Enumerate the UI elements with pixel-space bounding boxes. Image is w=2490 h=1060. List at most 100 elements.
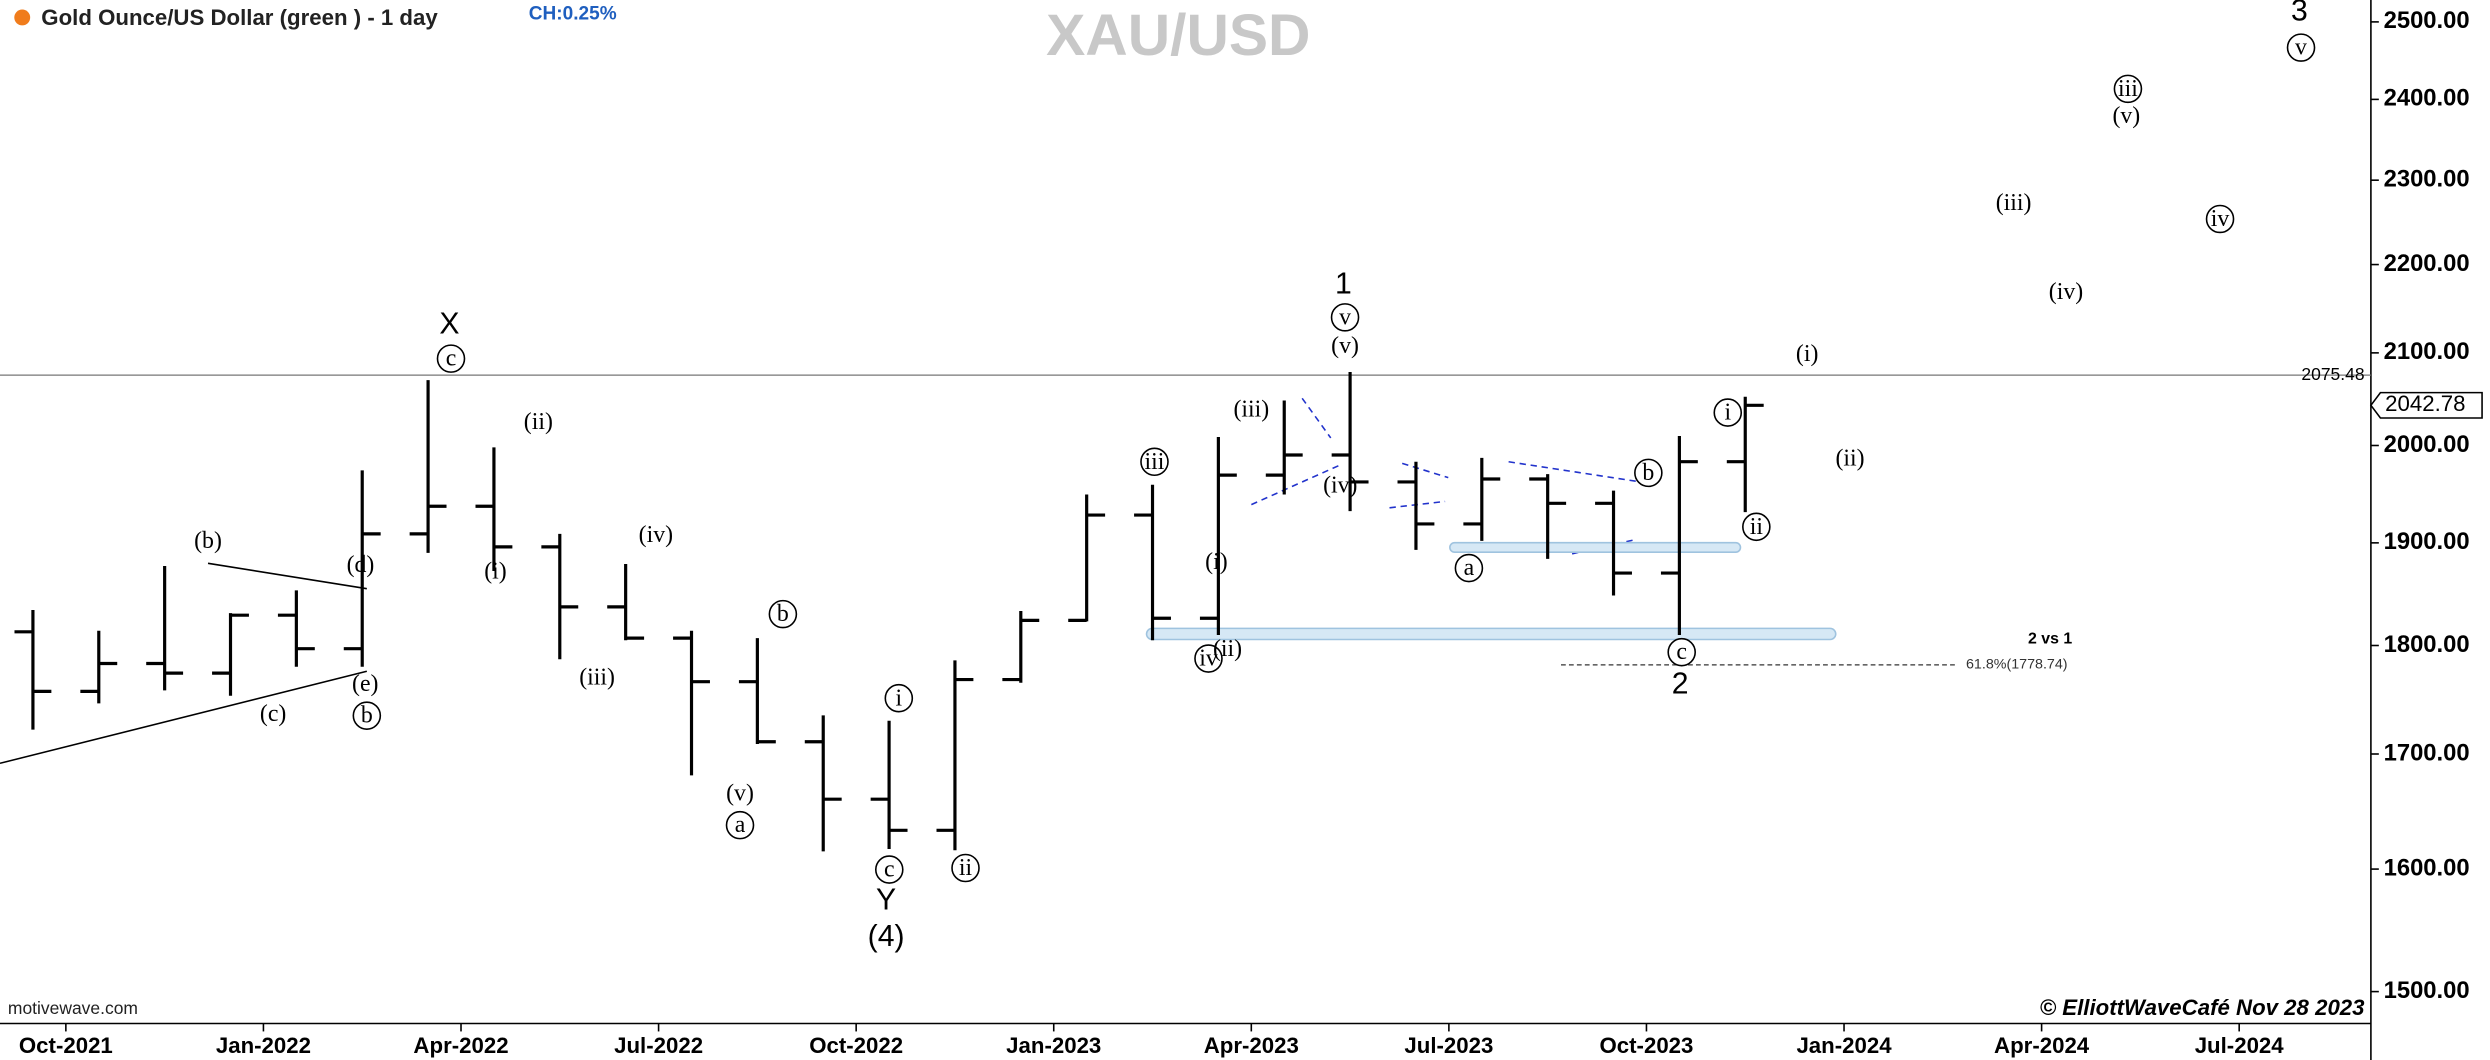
wave-circle <box>884 683 914 713</box>
wave-circle <box>2205 204 2235 234</box>
trend-line <box>1301 397 1332 439</box>
wave-label: a <box>1464 555 1475 581</box>
wave-circle <box>1742 512 1771 542</box>
wave-label: b <box>361 703 373 729</box>
x-tick-label: Apr-2023 <box>1204 1033 1299 1058</box>
wave-label: (iv) <box>2049 279 2083 305</box>
x-tick-label: Apr-2024 <box>1994 1033 2090 1058</box>
wave-label: (iii) <box>1234 396 1270 422</box>
wave-label: (iii) <box>1996 190 2032 216</box>
wave-label: iv <box>2211 206 2230 232</box>
wave-circle <box>436 344 466 373</box>
x-tick-label: Jan-2023 <box>1006 1033 1101 1058</box>
wave-label: b <box>1642 460 1654 486</box>
wave-label: iii <box>2118 76 2138 102</box>
last-price-label: 2042.78 <box>2385 391 2465 416</box>
wave-label: v <box>1339 304 1351 330</box>
wave-label: i <box>1724 400 1731 426</box>
last-price-box <box>2369 391 2483 419</box>
x-tick-label: Oct-2023 <box>1600 1033 1694 1058</box>
wave-label: (i) <box>1205 549 1227 575</box>
wave-label: (v) <box>726 780 754 806</box>
x-tick-label: Oct-2022 <box>809 1033 903 1058</box>
wave-label: (iii) <box>579 665 615 691</box>
wave-label: v <box>2295 35 2307 61</box>
y-tick-label: 2200.00 <box>2384 250 2470 277</box>
y-tick-label: 1600.00 <box>2384 854 2470 881</box>
wave-label: i <box>896 685 903 711</box>
wave-circle <box>1713 398 1743 427</box>
x-tick-label: Jan-2024 <box>1796 1033 1892 1058</box>
wave-label: 3 <box>2291 0 2308 28</box>
y-tick-label: 1900.00 <box>2384 528 2470 555</box>
source-label: motivewave.com <box>8 998 138 1018</box>
wave-label: (i) <box>484 558 506 584</box>
wave-label: (b) <box>194 528 222 554</box>
wave-circle <box>951 853 980 883</box>
wave-label: iv <box>1199 646 1218 672</box>
x-tick-label: Jul-2024 <box>2195 1033 2285 1058</box>
chart-title: Gold Ounce/US Dollar (green ) - 1 day <box>41 5 438 30</box>
wave-label: (c) <box>260 701 286 727</box>
credit-label: © ElliottWaveCafé Nov 28 2023 <box>2040 995 2365 1020</box>
y-tick-label: 2500.00 <box>2384 7 2470 34</box>
wave-circle <box>1667 637 1696 667</box>
wave-label: (ii) <box>1835 446 1864 472</box>
x-tick-label: Jul-2023 <box>1404 1033 1493 1058</box>
wave-label: c <box>884 857 895 883</box>
wave-label: (v) <box>1331 333 1359 359</box>
wave-circle <box>1454 553 1484 583</box>
wave-label: c <box>1676 639 1687 665</box>
wave-circle <box>1330 303 1360 332</box>
wave-label: ii <box>1750 514 1764 540</box>
series-dot <box>14 9 31 26</box>
reference-label: 2075.48 <box>2301 364 2364 384</box>
wave-circle <box>2113 74 2143 104</box>
wave-label: (iv) <box>1323 473 1357 499</box>
wave-label: (ii) <box>1213 636 1242 662</box>
wave-label: iii <box>1145 449 1165 475</box>
x-tick-label: Jul-2022 <box>614 1033 703 1058</box>
wave-label: 2 vs 1 <box>2028 631 2072 648</box>
wave-circle <box>2286 33 2316 62</box>
wave-label: (v) <box>2112 103 2140 129</box>
trend-line <box>1401 462 1449 479</box>
price-bars <box>14 371 1764 852</box>
trend-line <box>1251 464 1341 506</box>
wave-label: a <box>735 812 746 838</box>
wave-circle <box>874 855 904 884</box>
trend-line <box>1508 460 1644 484</box>
wave-label: X <box>439 307 459 340</box>
wave-label: 1 <box>1335 268 1352 301</box>
wave-label: (ii) <box>524 409 553 435</box>
wave-label: ii <box>959 855 973 881</box>
change-label: CH:0.25% <box>529 3 617 24</box>
y-tick-label: 1700.00 <box>2384 739 2470 766</box>
y-tick-label: 1500.00 <box>2384 977 2470 1004</box>
wave-label: (i) <box>1796 341 1818 367</box>
x-tick-label: Apr-2022 <box>413 1033 508 1058</box>
wave-circle <box>768 599 798 629</box>
wave-circle <box>725 810 755 840</box>
wave-circle <box>1634 458 1663 488</box>
wave-label: 61.8%(1778.74) <box>1966 657 2068 673</box>
wave-circle <box>352 701 382 730</box>
y-tick-label: 2300.00 <box>2384 165 2470 192</box>
symbol-watermark: XAU/USD <box>1046 3 1310 68</box>
trend-lines <box>0 397 1957 765</box>
wave-label: c <box>446 346 457 372</box>
support-zone <box>1449 541 1742 554</box>
x-tick-label: Oct-2021 <box>19 1033 113 1058</box>
wave-label: (e) <box>352 671 378 697</box>
y-tick-label: 2000.00 <box>2384 431 2470 458</box>
wave-label: 2 <box>1672 667 1689 700</box>
x-tick-label: Jan-2022 <box>216 1033 311 1058</box>
y-tick-label: 2400.00 <box>2384 85 2470 112</box>
wave-label: (4) <box>868 920 905 953</box>
wave-label: (d) <box>347 552 375 578</box>
y-tick-label: 2100.00 <box>2384 338 2470 365</box>
support-zone <box>1145 627 1837 641</box>
wave-label: Y <box>876 883 896 916</box>
